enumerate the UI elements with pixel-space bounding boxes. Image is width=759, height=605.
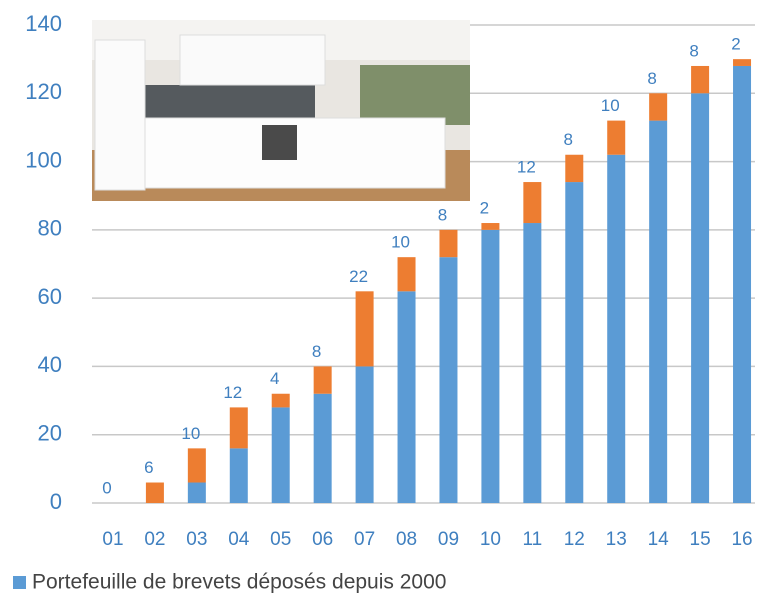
data-label: 8 [689,41,698,60]
legend-swatch [13,576,26,589]
bar-segment [523,182,542,224]
x-tick-label: 12 [564,529,585,550]
bar-segment [481,229,500,503]
y-tick-label: 40 [38,352,62,377]
bar-segment [397,257,416,292]
x-tick-label: 04 [228,529,250,550]
data-label: 6 [144,458,153,477]
y-tick-label: 80 [38,216,62,241]
x-tick-label: 10 [480,529,501,550]
bar-segment [355,291,374,367]
bar-segment [649,120,668,503]
data-label: 12 [517,158,536,177]
bar-segment [481,223,500,230]
data-label: 4 [270,369,279,388]
bar-segment [229,448,248,503]
data-label: 2 [480,199,489,218]
kitchen-photo [92,20,470,201]
data-label: 10 [391,233,410,252]
bar-segment [313,393,332,503]
y-tick-label: 120 [25,79,62,104]
x-tick-label: 11 [522,529,542,550]
x-tick-label: 02 [144,529,165,550]
bar-segment [439,229,458,258]
data-label: 2 [731,35,740,54]
bar-segment [439,257,458,503]
y-tick-label: 100 [25,147,62,172]
bar-segment [733,65,752,503]
y-tick-label: 60 [38,284,62,309]
bar-segment [733,59,752,66]
x-tick-label: 13 [606,529,627,550]
y-tick-label: 0 [50,489,62,514]
bar-segment [691,93,710,504]
bar-segment [229,407,248,449]
data-label: 10 [181,424,200,443]
bar-segment [607,154,626,503]
data-label: 10 [601,96,620,115]
bar-segment [271,407,290,503]
bar-segment [565,182,584,504]
bar-segment [691,65,710,94]
bar-segment [355,366,374,503]
x-tick-label: 15 [690,529,711,550]
data-label: 22 [349,267,368,286]
x-tick-label: 06 [312,529,333,550]
bar-segment [397,291,416,503]
data-label: 0 [102,478,111,497]
x-tick-label: 05 [270,529,291,550]
data-label: 8 [564,130,573,149]
bar-segment [565,154,584,183]
legend-label: Portefeuille de brevets déposés depuis 2… [32,571,446,594]
bar-segment [187,448,206,483]
x-tick-label: 01 [102,529,123,550]
bar-segment [523,223,542,503]
y-tick-label: 20 [38,421,62,446]
bar-segment [649,93,668,121]
x-tick-label: 03 [186,529,207,550]
x-tick-label: 08 [396,529,417,550]
y-tick-label: 140 [25,11,62,36]
data-label: 12 [223,383,242,402]
x-tick-label: 09 [438,529,459,550]
data-label: 8 [647,69,656,88]
bar-segment [145,482,164,503]
bar-segment [313,366,332,394]
data-label: 8 [312,342,321,361]
x-tick-label: 16 [731,529,752,550]
bar-segment [271,393,290,408]
bar-segment [187,482,206,503]
data-label: 8 [438,205,447,224]
bar-segment [607,120,626,155]
x-tick-label: 14 [648,529,670,550]
x-tick-label: 07 [354,529,375,550]
